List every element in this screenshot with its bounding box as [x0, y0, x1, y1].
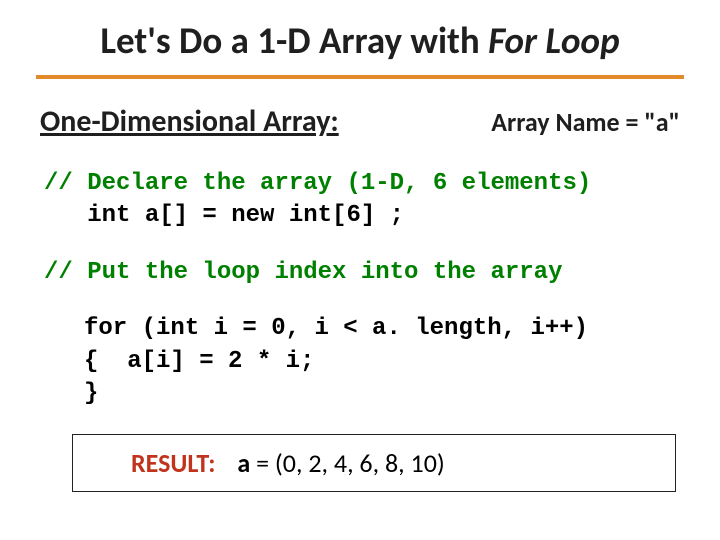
slide-title: Let's Do a 1-D Array with For Loop: [36, 18, 684, 63]
comment-1: // Declare the array (1-D, 6 elements): [44, 170, 591, 197]
code-decl: int a[] = new int[6] ;: [44, 202, 404, 229]
code-declare: // Declare the array (1-D, 6 elements) i…: [36, 168, 684, 233]
title-prefix: Let's Do a 1-D Array with: [100, 18, 488, 63]
result-box: RESULT: a = (0, 2, 4, 6, 8, 10): [72, 434, 676, 492]
title-italic: For Loop: [488, 18, 620, 63]
code-comment2-block: // Put the loop index into the array: [36, 257, 684, 289]
loop-line-1: for (int i = 0, i < a. length, i++): [84, 315, 588, 342]
result-a: a: [237, 447, 250, 479]
subheading: One-Dimensional Array:: [40, 103, 339, 140]
subheading-row: One-Dimensional Array: Array Name = "a": [36, 103, 684, 140]
loop-line-3: }: [84, 380, 98, 407]
result-value: a = (0, 2, 4, 6, 8, 10): [237, 447, 444, 479]
loop-line-2: { a[i] = 2 * i;: [84, 348, 314, 375]
comment-2: // Put the loop index into the array: [44, 259, 562, 286]
code-loop: for (int i = 0, i < a. length, i++) { a[…: [36, 313, 684, 410]
result-rest: = (0, 2, 4, 6, 8, 10): [250, 447, 445, 479]
title-divider: [36, 75, 684, 79]
result-label: RESULT:: [131, 447, 215, 479]
array-name-label: Array Name = "a": [491, 106, 680, 138]
